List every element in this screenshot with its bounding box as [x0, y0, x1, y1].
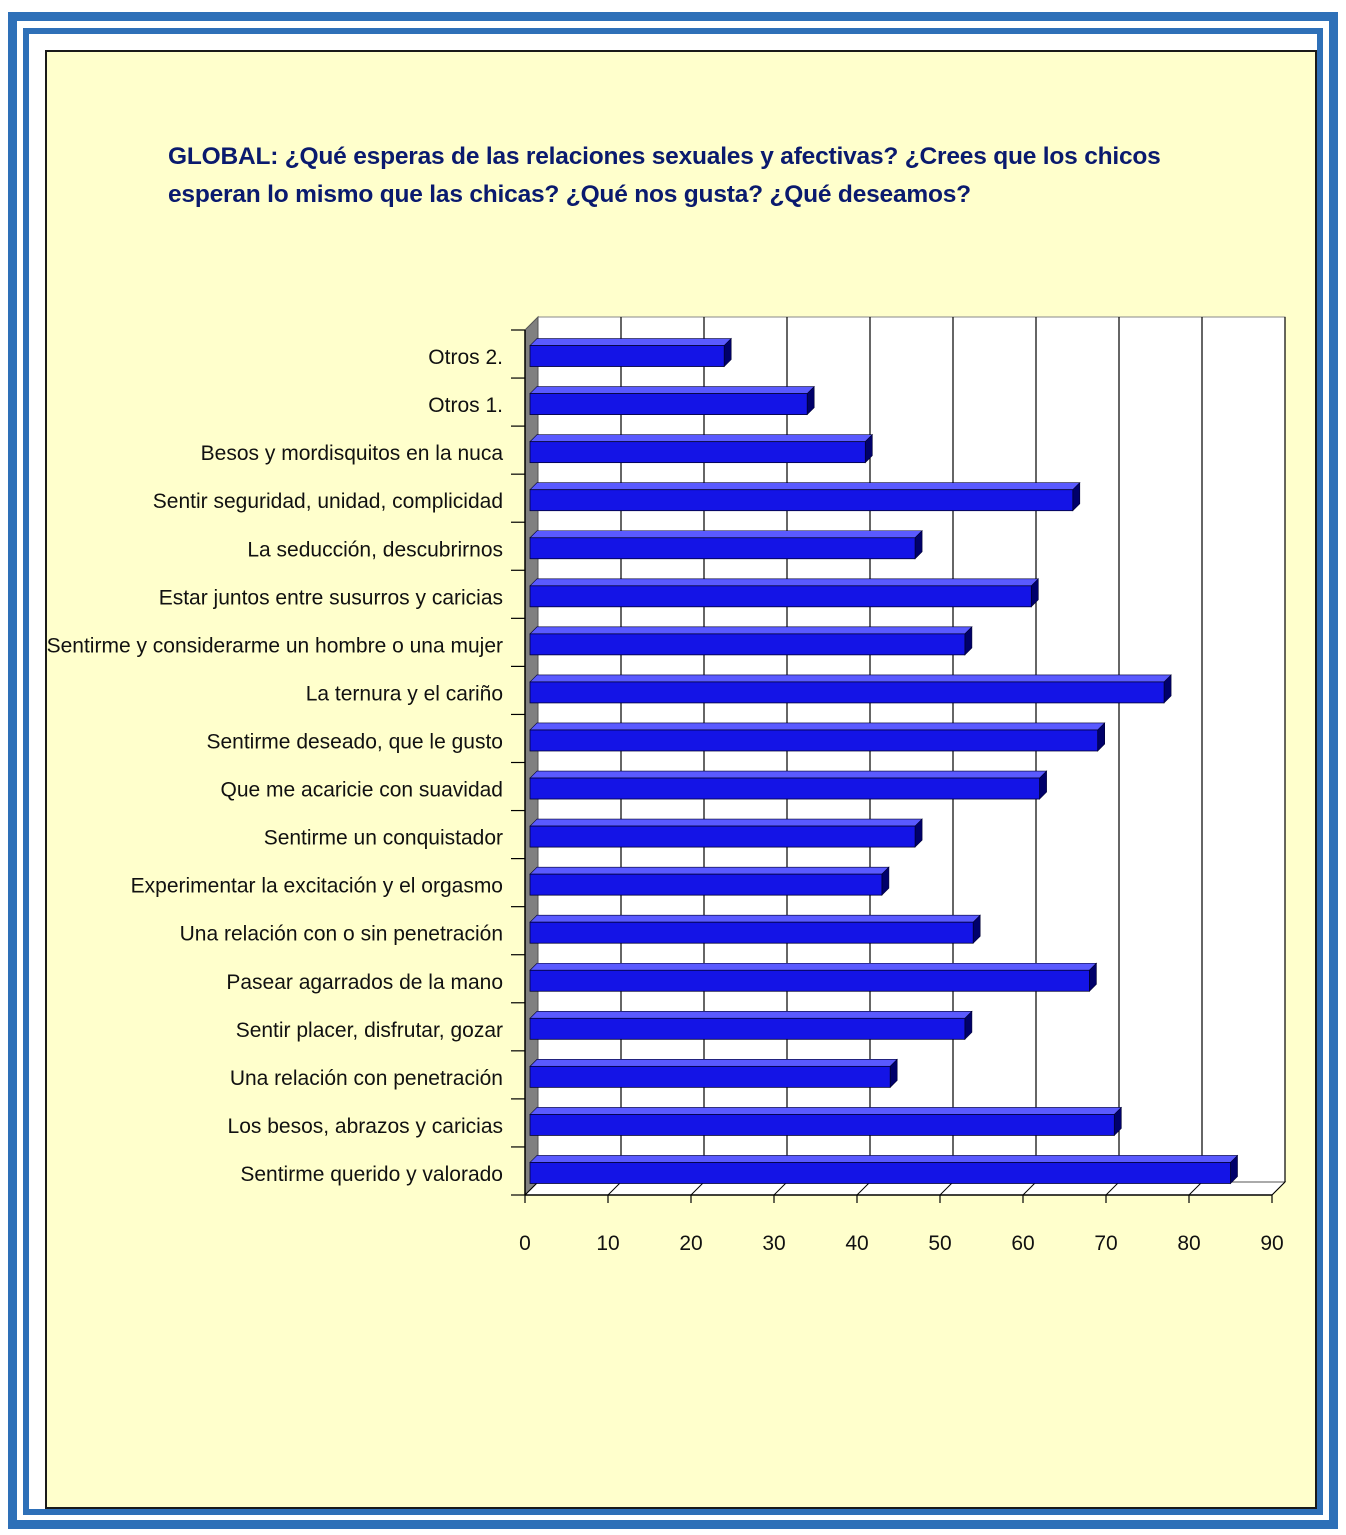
bar-top: [529, 434, 874, 442]
bar: [529, 1114, 1115, 1136]
bar: [529, 441, 866, 464]
bar-top: [529, 914, 981, 923]
bar: [529, 1017, 966, 1040]
category-label: Sentirme un conquistador: [264, 827, 503, 850]
bar-top: [529, 530, 923, 539]
category-label: Sentirme y considerarme un hombre o una …: [47, 634, 503, 657]
bar-top: [529, 722, 1106, 731]
floor-gridline: [773, 1181, 788, 1196]
floor: [523, 1181, 1287, 1196]
floor-gridline: [607, 1181, 622, 1196]
bar: [529, 873, 883, 896]
x-tick-label: 50: [928, 1232, 951, 1255]
bar: [529, 393, 808, 415]
bar: [529, 489, 1074, 512]
bar: [529, 1065, 891, 1088]
bar-top: [529, 866, 890, 875]
floor-gridline: [856, 1181, 871, 1196]
category-label: Sentir seguridad, unidad, complicidad: [153, 490, 503, 513]
category-label: Sentirme querido y valorado: [240, 1163, 503, 1186]
bar: [529, 345, 725, 367]
bar-top: [529, 818, 923, 827]
x-tick-label: 0: [519, 1232, 531, 1255]
category-label: Besos y mordisquitos en la nuca: [201, 442, 504, 465]
category-label: Una relación con penetración: [230, 1067, 503, 1090]
bar-top: [529, 482, 1081, 490]
category-label: Sentir placer, disfrutar, gozar: [236, 1019, 503, 1042]
category-label: Que me acaricie con suavidad: [221, 779, 504, 802]
bar-top: [529, 674, 1172, 683]
chart-title: GLOBAL: ¿Qué esperas de las relaciones s…: [168, 143, 1161, 208]
bar: [529, 777, 1041, 800]
category-label: Experimentar la excitación y el orgasmo: [131, 875, 503, 898]
bar: [529, 537, 916, 560]
floor-gridline: [1271, 1181, 1286, 1196]
bar: [529, 969, 1090, 992]
x-tick-label: 90: [1260, 1232, 1283, 1255]
category-label: La ternura y el cariño: [306, 682, 503, 705]
bar: [529, 1162, 1231, 1184]
floor-gridline: [524, 1181, 539, 1196]
category-label: La seducción, descubrirnos: [247, 538, 503, 561]
category-label: Otros 2.: [428, 346, 503, 369]
bar-top: [529, 1155, 1239, 1163]
bar: [529, 825, 916, 848]
x-tick-label: 60: [1011, 1232, 1034, 1255]
bar: [529, 681, 1165, 704]
x-tick-label: 20: [679, 1232, 702, 1255]
category-label: Sentirme deseado, que le gusto: [206, 730, 503, 753]
bar: [529, 585, 1032, 608]
x-tick-label: 40: [845, 1232, 868, 1255]
x-tick-label: 10: [596, 1232, 619, 1255]
bar-top: [529, 578, 1040, 587]
bar-top: [529, 338, 732, 346]
x-tick-label: 30: [762, 1232, 785, 1255]
category-label: Los besos, abrazos y caricias: [228, 1115, 503, 1138]
x-tick-label: 70: [1094, 1232, 1117, 1255]
floor-gridline: [1188, 1181, 1203, 1196]
floor-gridline: [939, 1181, 954, 1196]
floor-gridline: [690, 1181, 705, 1196]
category-label: Pasear agarrados de la mano: [226, 971, 503, 994]
bar: [529, 633, 966, 656]
category-label: Estar juntos entre susurros y caricias: [159, 586, 503, 609]
bar-top: [529, 770, 1048, 779]
bar-top: [529, 1011, 973, 1019]
bar-top: [529, 626, 973, 635]
bar-top: [529, 1107, 1123, 1115]
floor-gridline: [1022, 1181, 1037, 1196]
bar-top: [529, 962, 1098, 971]
bar: [529, 729, 1099, 752]
x-tick-label: 80: [1177, 1232, 1200, 1255]
bar: [529, 921, 974, 944]
category-label: Otros 1.: [428, 394, 503, 417]
category-label: Una relación con o sin penetración: [180, 923, 503, 946]
bar-top: [529, 386, 815, 394]
floor-gridline: [1105, 1181, 1120, 1196]
bar-top: [529, 1059, 898, 1067]
